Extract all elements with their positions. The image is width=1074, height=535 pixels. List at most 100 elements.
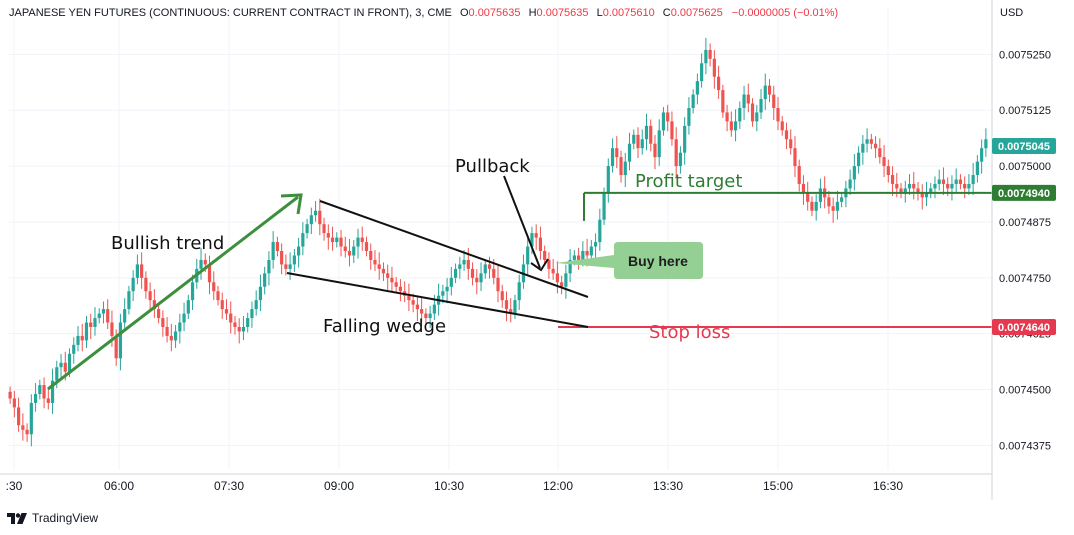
candle-body	[390, 277, 394, 283]
candle-body	[509, 309, 513, 314]
candle-body	[173, 331, 178, 341]
candle-body	[746, 94, 750, 104]
candle-body	[619, 157, 623, 176]
candle-body	[89, 322, 93, 327]
candle-body	[941, 179, 946, 184]
candle-body	[636, 134, 640, 149]
close-value: 0.0075625	[670, 7, 723, 19]
time-tick-label: 10:30	[434, 479, 464, 493]
candle-body	[483, 264, 487, 274]
price-tick-label: 0.0074875	[999, 217, 1051, 229]
candle-body	[827, 197, 831, 207]
candle-body	[356, 237, 360, 247]
candle-body	[445, 286, 449, 292]
candle-body	[712, 58, 716, 77]
candle-body	[738, 107, 742, 122]
candle-body	[59, 362, 63, 368]
candle-body	[598, 219, 602, 243]
candle-body	[534, 233, 538, 238]
candle-body	[67, 353, 72, 372]
candle-body	[233, 322, 237, 327]
candle-body	[114, 335, 118, 359]
candle-body	[343, 246, 347, 251]
candle-body	[543, 251, 547, 260]
candle-body	[750, 103, 755, 122]
candle-body	[8, 391, 12, 399]
candle-body	[318, 210, 322, 225]
candle-body	[161, 318, 165, 327]
candle-body	[292, 255, 296, 265]
candle-body	[84, 322, 89, 341]
candle-body	[432, 304, 436, 314]
time-tick-label: 13:30	[653, 479, 683, 493]
candle-body	[288, 264, 292, 269]
candle-body	[861, 143, 865, 153]
candle-body	[106, 309, 110, 323]
candle-body	[920, 192, 924, 198]
price-and-time-axes: 0.0075250 0.0075125 0.0075000 0.0074875 0.00…	[0, 0, 1051, 500]
candle-body	[742, 94, 746, 108]
time-tick-label: 12:00	[543, 479, 573, 493]
candle-body	[33, 394, 38, 403]
tradingview-brand[interactable]: TradingView	[7, 511, 98, 525]
candle-body	[263, 273, 267, 287]
candle-body	[623, 161, 627, 176]
pullback-pointer-line	[503, 175, 541, 269]
target-price-value: 0.0074940	[998, 188, 1050, 200]
candle-body	[190, 282, 195, 301]
candle-body	[755, 112, 759, 122]
time-tick-label: :30	[6, 479, 23, 493]
candle-body	[110, 322, 114, 336]
candle-body	[903, 188, 907, 193]
candle-body	[46, 398, 50, 403]
candle-body	[924, 192, 929, 198]
candle-body	[101, 309, 106, 314]
candle-body	[377, 264, 381, 269]
candle-body	[602, 192, 606, 220]
candle-body	[140, 264, 144, 278]
candle-body	[309, 215, 313, 225]
candle-body	[237, 326, 241, 332]
candle-body	[971, 175, 975, 184]
candle-body	[466, 259, 470, 269]
candle-body	[80, 335, 84, 341]
trend-arrow-head-icon	[280, 193, 303, 215]
candle-body	[806, 192, 810, 202]
candle-body	[581, 251, 585, 260]
candle-body	[831, 206, 835, 211]
candle-body	[763, 85, 767, 100]
candle-body	[415, 304, 419, 310]
candle-body	[131, 277, 135, 292]
candle-body	[462, 259, 466, 265]
candle-body	[470, 268, 475, 278]
low-value: 0.0075610	[602, 7, 655, 19]
candle-body	[428, 313, 432, 319]
candle-body	[568, 259, 572, 274]
candle-body	[246, 318, 250, 327]
buy-here-callout	[556, 242, 703, 279]
candle-body	[916, 188, 920, 193]
time-tick-label: 09:00	[324, 479, 354, 493]
candle-body	[258, 286, 263, 301]
candle-body	[297, 246, 301, 256]
candle-body	[929, 188, 933, 193]
candle-body	[335, 237, 339, 243]
candle-body	[899, 188, 903, 193]
candle-body	[852, 166, 856, 180]
candle-body	[840, 197, 844, 202]
candle-body	[933, 183, 937, 189]
candle-body	[963, 183, 967, 189]
candle-body	[657, 130, 661, 158]
candle-body	[72, 344, 76, 354]
candle-body	[895, 183, 899, 189]
price-tick-label: 0.0075250	[999, 49, 1051, 61]
price-tick-label: 0.0074375	[999, 440, 1051, 452]
candle-body	[678, 152, 683, 167]
candle-body	[347, 251, 352, 256]
candle-body	[789, 139, 793, 149]
candle-body	[212, 282, 216, 292]
candle-body	[691, 94, 695, 108]
trend-arrow-line	[47, 195, 299, 391]
candle-body	[186, 300, 190, 314]
